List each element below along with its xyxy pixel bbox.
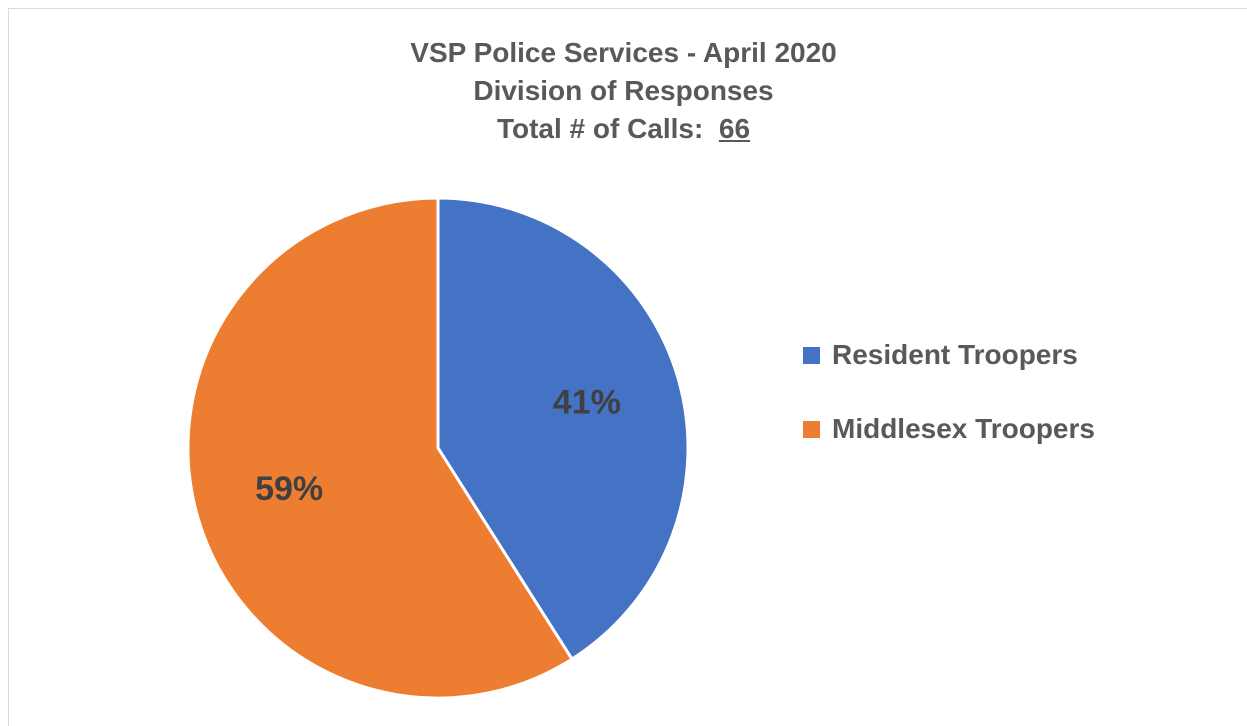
chart-total-line: Total # of Calls: 66	[0, 110, 1247, 148]
chart-title-line-1: VSP Police Services - April 2020	[410, 37, 837, 68]
chart-frame	[8, 8, 1247, 726]
legend-label: Resident Troopers	[832, 339, 1078, 370]
pie-slice-middlesex-troopers	[186, 196, 575, 700]
chart-legend: Resident Troopers Middlesex Troopers	[803, 335, 1095, 483]
legend-label: Middlesex Troopers	[832, 413, 1095, 444]
total-calls-value: 66	[718, 113, 751, 144]
legend-swatch	[803, 346, 820, 364]
total-calls-label: Total # of Calls:	[496, 113, 704, 144]
data-label-middlesex-troopers: 59%	[255, 470, 323, 508]
chart-title: VSP Police Services - April 2020 Divisio…	[0, 34, 1247, 148]
legend-item-resident-troopers: Resident Troopers	[803, 335, 1095, 375]
data-label-resident-troopers: 41%	[553, 384, 621, 422]
legend-item-middlesex-troopers: Middlesex Troopers	[803, 409, 1095, 449]
chart-title-line-2: Division of Responses	[473, 75, 774, 106]
legend-swatch	[803, 420, 820, 438]
